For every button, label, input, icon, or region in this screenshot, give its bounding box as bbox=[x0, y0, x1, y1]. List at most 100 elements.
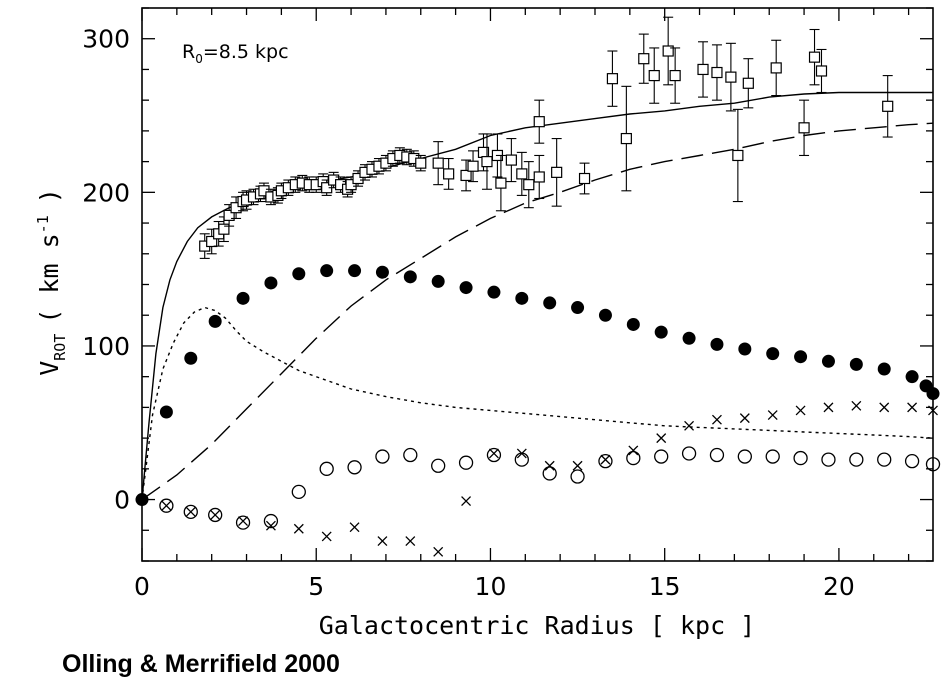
filled-circle-point bbox=[543, 296, 557, 310]
dashed-model-curve bbox=[141, 122, 934, 501]
y-axis-sub: ROT bbox=[51, 334, 69, 361]
y-tick-label: 200 bbox=[82, 178, 130, 207]
square-data-point bbox=[432, 141, 444, 186]
model-curves bbox=[141, 91, 934, 501]
cross-point bbox=[349, 522, 360, 533]
filled-circle-point bbox=[515, 291, 529, 305]
y-axis-rest-b: ) bbox=[35, 188, 64, 203]
square-marker bbox=[467, 160, 479, 172]
square-marker bbox=[711, 66, 723, 79]
cross-point bbox=[377, 536, 388, 546]
y-axis-title: VROT ( km s-1) bbox=[34, 188, 69, 376]
open-circle-point bbox=[737, 449, 752, 464]
square-data-point bbox=[882, 75, 894, 138]
cross-point bbox=[907, 402, 918, 413]
square-data-point bbox=[467, 150, 479, 183]
filled-circle-point bbox=[236, 291, 250, 305]
open-circle-point bbox=[904, 454, 920, 469]
square-marker bbox=[798, 122, 810, 134]
square-data-point bbox=[533, 99, 545, 144]
cross-point bbox=[795, 405, 806, 416]
square-marker bbox=[218, 223, 230, 235]
square-data-point bbox=[742, 58, 754, 109]
cross-point bbox=[544, 460, 555, 471]
open-circle-point bbox=[183, 504, 198, 519]
square-marker bbox=[516, 168, 528, 180]
square-marker bbox=[206, 235, 218, 248]
cross-point bbox=[767, 410, 778, 421]
square-data-point bbox=[230, 196, 242, 219]
square-data-point bbox=[495, 154, 507, 212]
x-axis-title: Galactocentric Radius [ kpc ] bbox=[319, 611, 756, 640]
square-data-point bbox=[258, 182, 270, 200]
open-circle-point bbox=[263, 513, 279, 529]
x-tick-label: 5 bbox=[308, 572, 324, 601]
square-marker bbox=[523, 179, 535, 191]
x-tick-label: 10 bbox=[475, 572, 507, 601]
square-marker bbox=[770, 62, 782, 74]
open-circle-point bbox=[403, 447, 418, 463]
open-circle-point bbox=[765, 449, 780, 464]
filled-circle-point bbox=[905, 370, 919, 384]
square-data-point bbox=[578, 162, 591, 195]
square-marker bbox=[443, 168, 455, 180]
open-circle-point bbox=[486, 447, 502, 463]
square-data-point bbox=[265, 188, 277, 206]
cross-point bbox=[572, 460, 583, 471]
annotation-rest: =8.5 kpc bbox=[203, 41, 289, 63]
y-tick-label: 0 bbox=[114, 486, 130, 515]
dotted-model-curve bbox=[141, 306, 934, 500]
square-data-point bbox=[732, 108, 744, 203]
filled-circle-point bbox=[184, 351, 198, 365]
square-data-point bbox=[697, 41, 709, 98]
filled-circle-point bbox=[159, 405, 173, 419]
cross-point bbox=[711, 414, 722, 425]
square-marker bbox=[495, 177, 507, 189]
r0-annotation: R0=8.5 kpc bbox=[182, 41, 289, 66]
filled-circle-point bbox=[738, 342, 752, 356]
cross-point bbox=[433, 546, 444, 557]
square-marker bbox=[578, 172, 591, 185]
square-data-point bbox=[815, 48, 828, 94]
open-circle-point bbox=[681, 446, 697, 461]
filled-circle-point bbox=[459, 281, 473, 295]
solid-model-curve bbox=[141, 91, 933, 500]
cross-point bbox=[684, 420, 695, 431]
open-circle-point bbox=[431, 458, 446, 473]
x-tick-label: 15 bbox=[649, 572, 681, 601]
cross-point bbox=[879, 402, 890, 413]
square-marker bbox=[697, 63, 709, 76]
square-marker bbox=[533, 116, 545, 128]
square-marker bbox=[533, 171, 545, 183]
square-marker bbox=[725, 71, 737, 83]
square-data-point bbox=[638, 33, 650, 84]
y-tick-label: 300 bbox=[82, 25, 130, 54]
cross-point bbox=[185, 506, 196, 517]
square-marker bbox=[606, 73, 619, 85]
open-circle-point bbox=[542, 466, 557, 481]
square-marker bbox=[223, 209, 235, 221]
square-data-point bbox=[516, 151, 528, 196]
cross-point bbox=[321, 531, 332, 542]
filled-circle-point bbox=[849, 357, 863, 371]
data-markers bbox=[135, 16, 941, 557]
y-axis-rest-a: ( km s bbox=[35, 233, 64, 323]
square-data-point bbox=[415, 154, 427, 172]
open-circle-point bbox=[208, 507, 223, 523]
square-data-point bbox=[481, 133, 493, 190]
square-data-point bbox=[808, 28, 821, 86]
cross-point bbox=[628, 445, 639, 456]
annotation-base: R bbox=[182, 41, 195, 63]
filled-circle-point bbox=[626, 317, 640, 331]
filled-circle-point bbox=[403, 270, 417, 284]
cross-point bbox=[488, 448, 499, 459]
cross-point bbox=[210, 509, 221, 520]
square-marker bbox=[648, 69, 660, 82]
y-axis-v: V bbox=[35, 361, 64, 376]
square-data-point bbox=[533, 154, 545, 200]
square-marker bbox=[505, 154, 517, 166]
open-circle-point bbox=[598, 454, 613, 469]
square-data-point bbox=[798, 99, 810, 157]
square-marker bbox=[620, 132, 632, 145]
